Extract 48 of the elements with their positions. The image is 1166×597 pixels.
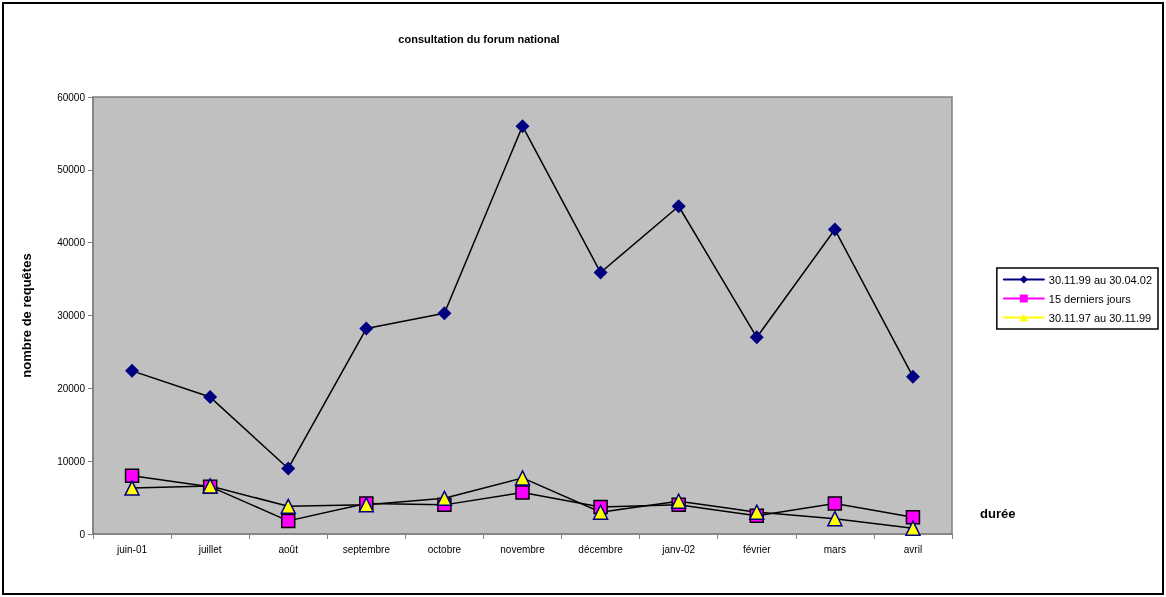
point [905, 369, 920, 384]
x-axis-title: durée [980, 506, 1016, 521]
y-axis-title: nombre de requêtes [19, 253, 34, 378]
x-tick-label: décembre [578, 543, 624, 555]
y-tick-label: 60000 [57, 91, 86, 103]
x-tick-label: novembre [500, 543, 546, 555]
point [280, 513, 296, 529]
point [124, 480, 140, 496]
point [436, 490, 453, 507]
point [671, 199, 686, 214]
x-tick-label: octobre [427, 543, 462, 555]
x-tick-label: mars [823, 543, 846, 555]
point [749, 330, 764, 345]
point [827, 510, 843, 527]
legend-label: 30.11.97 au 30.11.99 [1048, 311, 1152, 324]
y-tick-label: 10000 [57, 455, 86, 467]
point [593, 265, 608, 280]
point [515, 485, 530, 500]
x-tick-label: septembre [342, 543, 391, 555]
x-tick-label: juin-01 [116, 543, 148, 555]
point [827, 222, 842, 237]
point [359, 321, 374, 336]
x-tick-label: février [742, 543, 772, 555]
point [515, 119, 530, 134]
x-tick-label: avril [903, 543, 923, 555]
point [203, 390, 218, 405]
point [905, 520, 921, 536]
y-tick-label: 20000 [57, 382, 86, 394]
y-tick-label: 40000 [57, 237, 86, 249]
x-tick-label: août [278, 543, 299, 555]
point [592, 504, 609, 520]
legend-label: 30.11.99 au 30.04.02 [1048, 273, 1152, 286]
point [827, 496, 843, 511]
x-tick-label: juillet [197, 543, 222, 555]
x-tick-label: janv-02 [661, 543, 696, 555]
point [749, 504, 765, 520]
point [670, 493, 687, 509]
point [124, 468, 140, 483]
y-tick-label: 30000 [57, 310, 86, 321]
chart-title: consultation du forum national [398, 32, 560, 45]
y-tick-label: 0 [79, 528, 86, 540]
point [281, 461, 296, 476]
legend-label: 15 derniers jours [1048, 292, 1132, 305]
y-tick-label: 50000 [57, 164, 86, 176]
point [125, 363, 140, 378]
point [514, 470, 531, 486]
point [280, 498, 296, 515]
point [437, 306, 452, 321]
